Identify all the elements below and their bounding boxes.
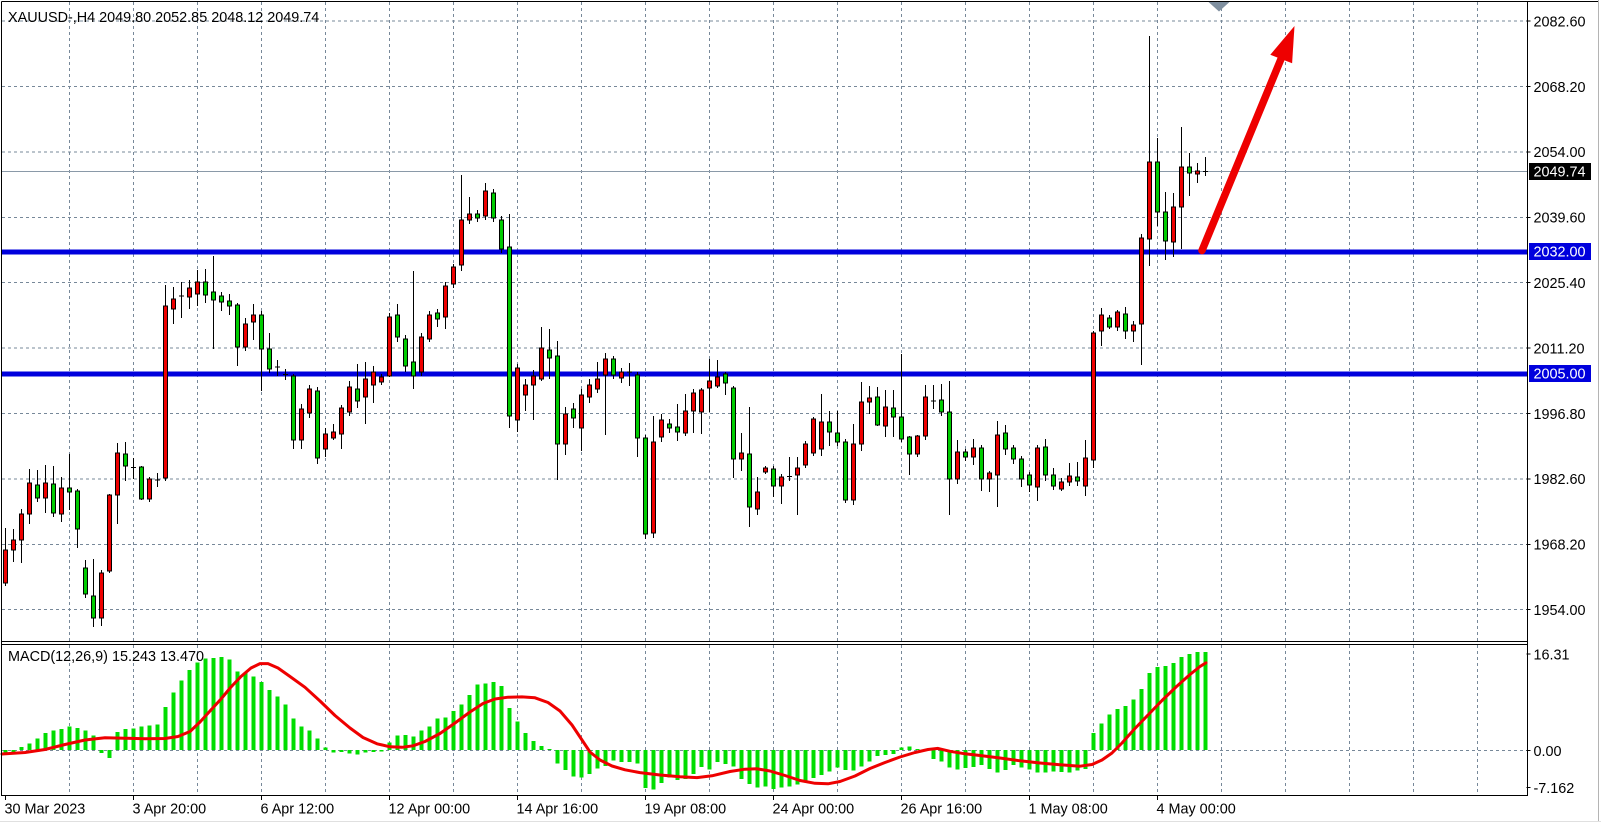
svg-text:2068.20: 2068.20 (1534, 80, 1586, 96)
svg-text:2011.20: 2011.20 (1534, 341, 1585, 357)
svg-text:2032.00: 2032.00 (1534, 245, 1586, 261)
svg-text:MACD(12,26,9) 15.243 13.470: MACD(12,26,9) 15.243 13.470 (8, 649, 204, 665)
svg-text:1954.00: 1954.00 (1534, 603, 1586, 619)
svg-text:14 Apr 16:00: 14 Apr 16:00 (517, 802, 599, 818)
svg-text:19 Apr 08:00: 19 Apr 08:00 (645, 802, 727, 818)
svg-text:1982.60: 1982.60 (1534, 472, 1586, 488)
svg-text:24 Apr 00:00: 24 Apr 00:00 (773, 802, 855, 818)
svg-text:2049.74: 2049.74 (1534, 165, 1586, 181)
svg-text:6 Apr 12:00: 6 Apr 12:00 (261, 802, 335, 818)
svg-text:2025.40: 2025.40 (1534, 276, 1586, 292)
svg-text:1996.80: 1996.80 (1534, 407, 1586, 423)
svg-text:16.31: 16.31 (1534, 647, 1570, 663)
svg-text:2054.00: 2054.00 (1534, 145, 1586, 161)
svg-text:30 Mar 2023: 30 Mar 2023 (5, 802, 86, 818)
svg-text:3 Apr 20:00: 3 Apr 20:00 (133, 802, 207, 818)
svg-text:-7.162: -7.162 (1534, 781, 1575, 797)
svg-text:4 May 00:00: 4 May 00:00 (1157, 802, 1236, 818)
svg-text:1 May 08:00: 1 May 08:00 (1029, 802, 1108, 818)
svg-text:12 Apr 00:00: 12 Apr 00:00 (389, 802, 471, 818)
svg-text:1968.20: 1968.20 (1534, 538, 1586, 554)
svg-text:2005.00: 2005.00 (1534, 367, 1586, 383)
svg-text:2082.60: 2082.60 (1534, 14, 1586, 30)
svg-text:XAUUSD-,H4 2049.80 2052.85 20: XAUUSD-,H4 2049.80 2052.85 2048.12 2049.… (8, 10, 319, 26)
svg-text:26 Apr 16:00: 26 Apr 16:00 (901, 802, 983, 818)
svg-text:0.00: 0.00 (1534, 744, 1562, 760)
svg-text:2039.60: 2039.60 (1534, 211, 1586, 227)
